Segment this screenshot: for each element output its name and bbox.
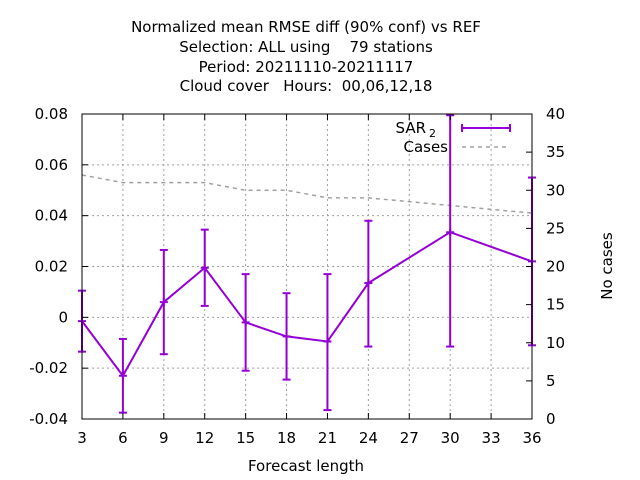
sar-line [81,231,533,378]
sar-point [364,279,373,288]
x-tick-label: 12 [195,429,214,447]
x-tick-label: 3 [77,429,87,447]
sar-point [118,371,127,380]
y2-tick-label: 40 [546,105,565,123]
x-axis-label: Forecast length [248,457,364,475]
x-tick-label: 24 [359,429,378,447]
x-tick-label: 6 [118,429,128,447]
y2-tick-label: 5 [546,372,556,390]
y-tick-label: -0.04 [29,410,68,428]
x-tick-label: 33 [482,429,501,447]
y-tick-label: -0.02 [29,359,68,377]
x-tick-label: 27 [400,429,419,447]
sar-point [200,263,209,272]
axis-ticks: 3 6 9 12 15 18 21 24 27 30 33 36-0.04-0.0200.020.04… [29,105,565,447]
chart-title: Normalized mean RMSE diff (90% conf) vs … [131,18,481,95]
cases-line [81,174,533,214]
y2-tick-label: 20 [546,258,565,276]
chart-title-line-1: Normalized mean RMSE diff (90% conf) vs … [131,18,481,36]
chart-title-line-4: Cloud cover Hours: 00,06,12,18 [180,77,433,95]
legend-label-sar-sub: 2 [429,127,436,140]
y-tick-label: 0.02 [35,258,68,276]
legend-label-sar: SAR 2 [396,119,436,140]
grid [82,114,532,419]
y-tick-label: 0.08 [35,105,68,123]
x-tick-label: 36 [522,429,541,447]
sar-point [282,332,291,341]
legend-label-cases: Cases [403,138,448,156]
sar-point [241,318,250,327]
y-tick-label: 0 [58,308,68,326]
y2-tick-label: 25 [546,219,565,237]
x-tick-label: 30 [441,429,460,447]
y2-tick-label: 0 [546,410,556,428]
sar-point [446,228,455,237]
legend: SAR 2 Cases [396,119,511,156]
x-tick-label: 9 [159,429,169,447]
chart-title-line-3: Period: 20211110-20211117 [199,58,414,76]
y2-tick-label: 15 [546,296,565,314]
x-tick-label: 15 [236,429,255,447]
y2-tick-label: 35 [546,143,565,161]
y2-tick-label: 30 [546,181,565,199]
cases-series [81,174,533,214]
legend-label-sar-name: SAR [396,119,426,137]
x-tick-label: 18 [277,429,296,447]
sar-point [323,337,332,346]
y-tick-label: 0.06 [35,156,68,174]
sar-point [159,298,168,307]
y2-tick-label: 10 [546,334,565,352]
x-tick-label: 21 [318,429,337,447]
right-axis-label: No cases [598,232,616,300]
chart-title-line-2: Selection: ALL using 79 stations [179,38,433,56]
y-tick-label: 0.04 [35,207,68,225]
